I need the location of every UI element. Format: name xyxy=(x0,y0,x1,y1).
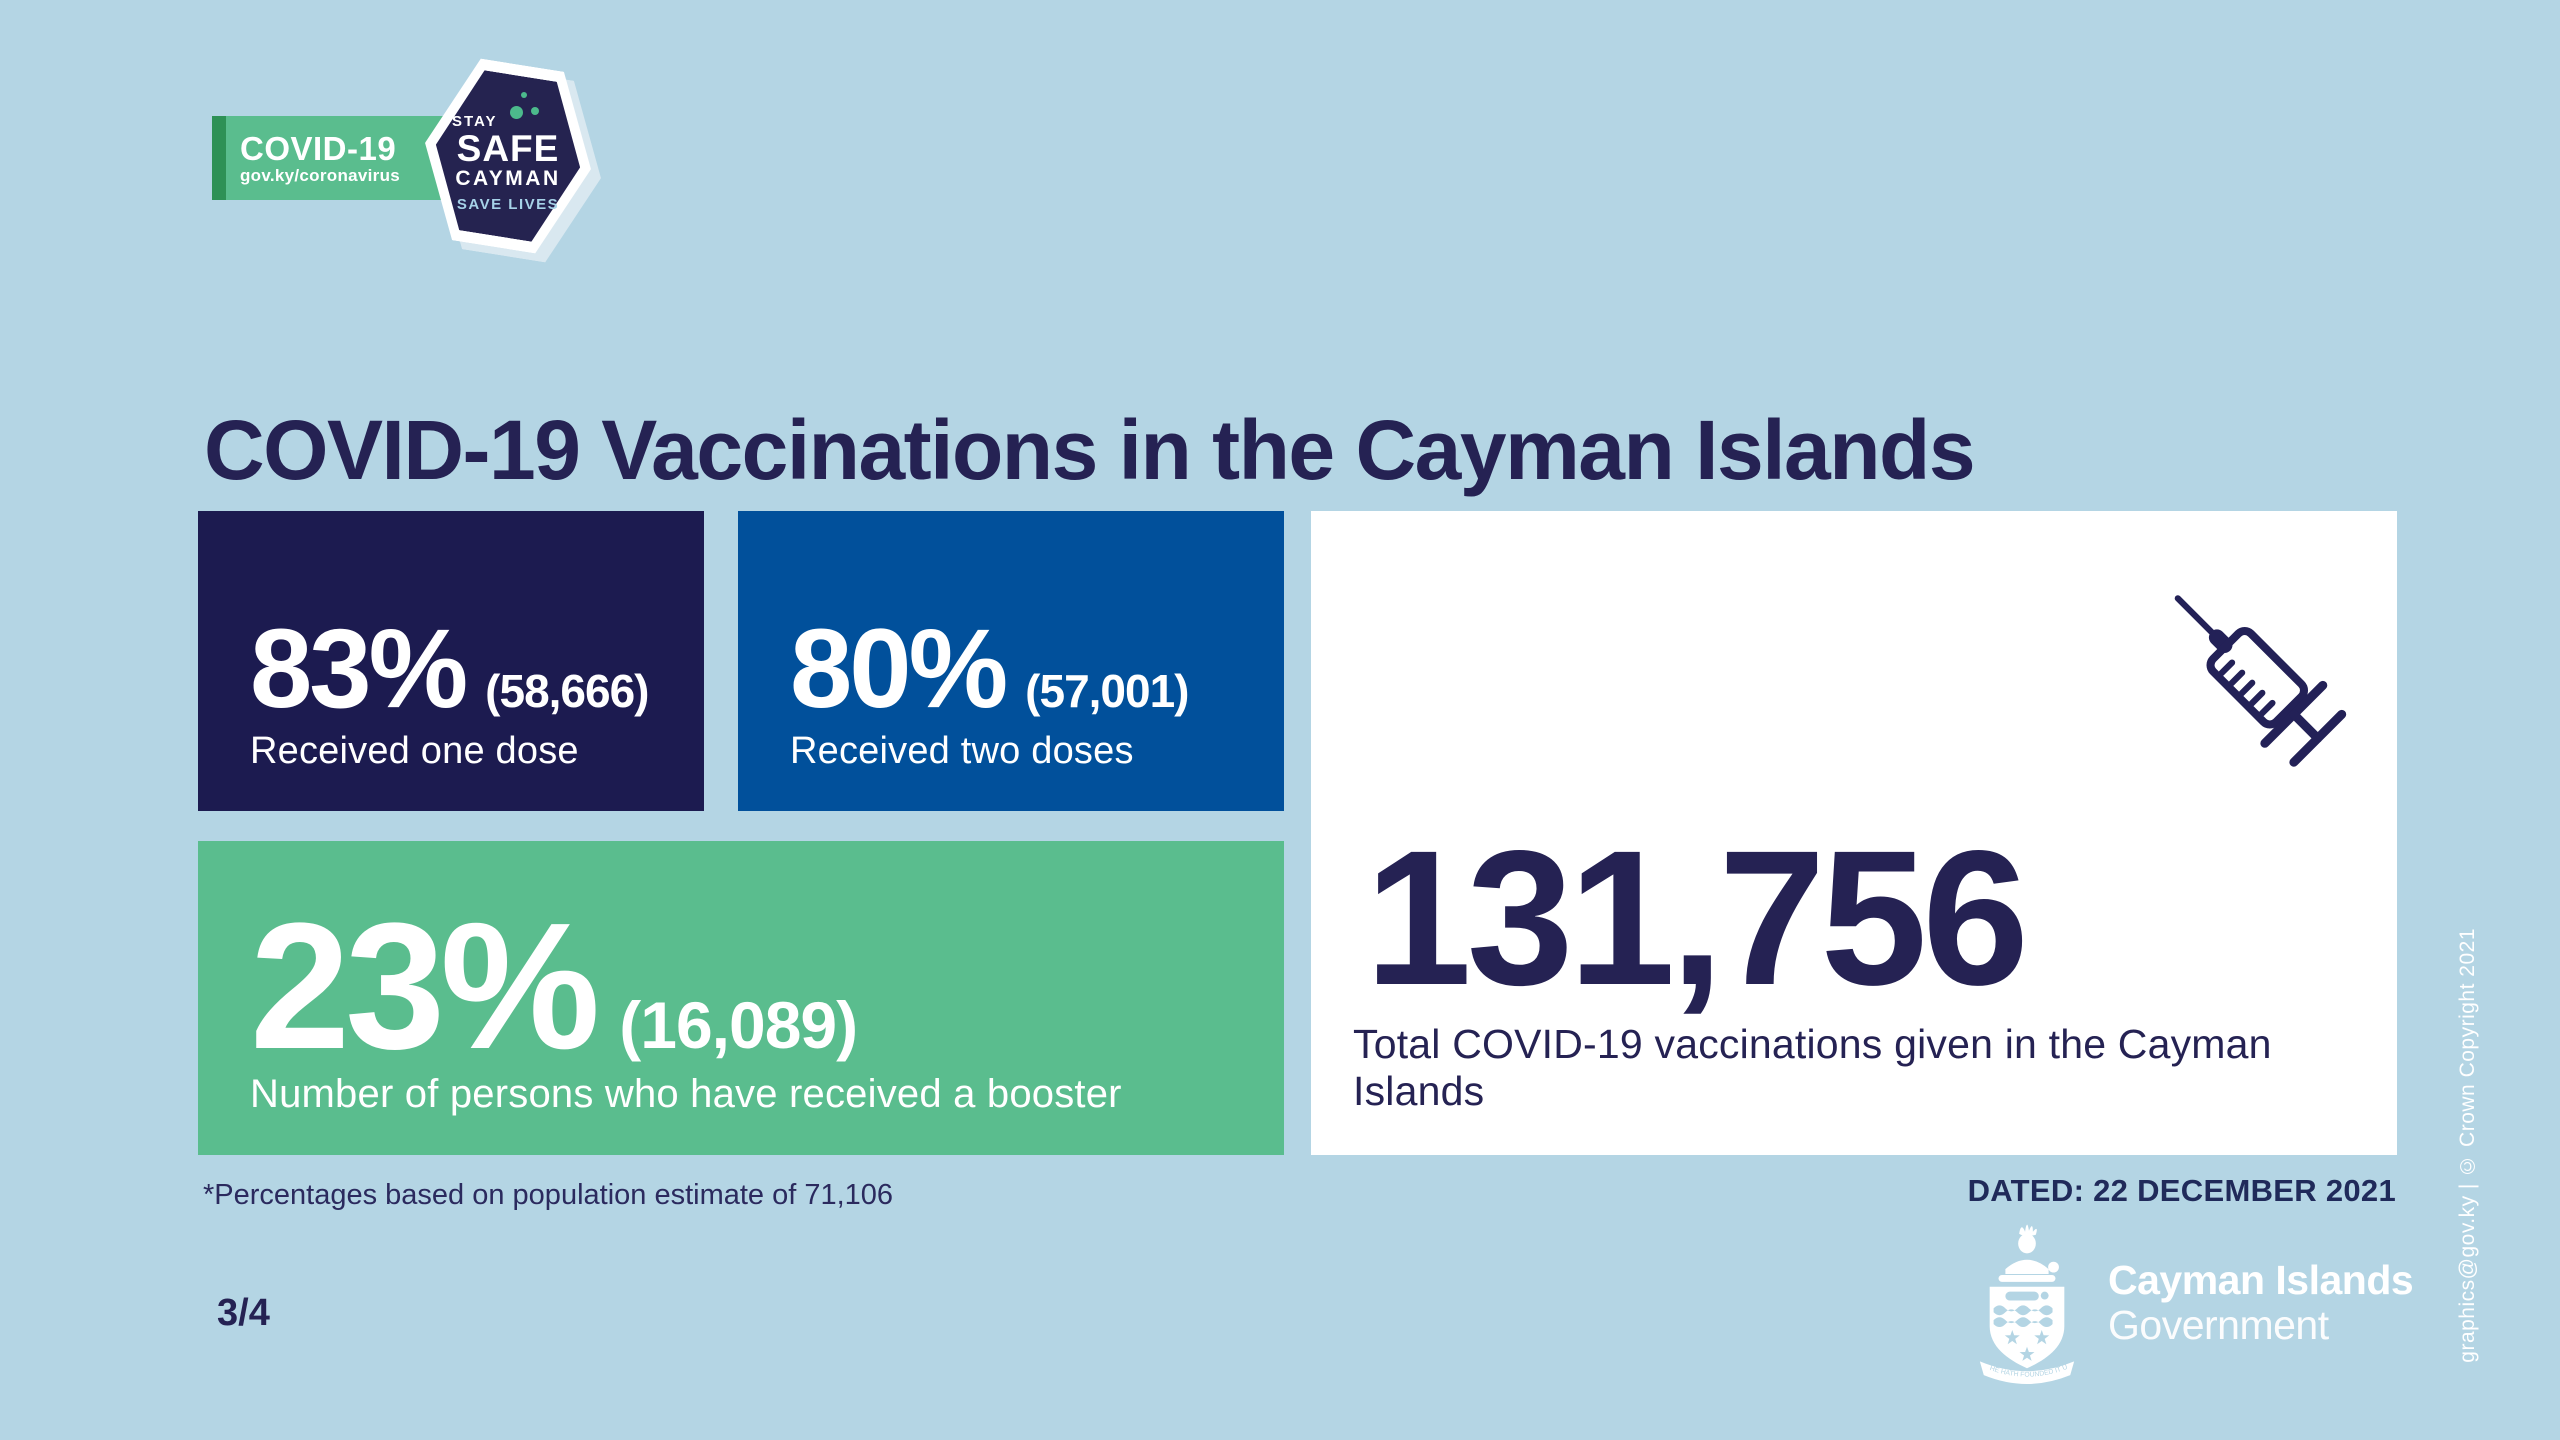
stat-card-booster: 23% (16,089) Number of persons who have … xyxy=(198,841,1284,1155)
bubble-dot-small xyxy=(521,92,527,98)
hexagon-content: STAY SAFE CAYMAN SAVE LIVES xyxy=(424,64,592,248)
government-wordmark: Cayman Islands Government xyxy=(2108,1257,2414,1349)
booster-count: (16,089) xyxy=(619,988,858,1062)
total-vaccinations-label: Total COVID-19 vaccinations given in the… xyxy=(1353,1021,2272,1114)
cayman-coat-of-arms-icon: HE HATH FOUNDED IT UPON THE SEAS xyxy=(1968,1218,2075,1385)
total-vaccinations-card: 131,756 Total COVID-19 vaccinations give… xyxy=(1311,511,2397,1155)
booster-label: Number of persons who have received a bo… xyxy=(250,1072,1122,1116)
page-title: COVID-19 Vaccinations in the Cayman Isla… xyxy=(204,403,1976,498)
badge-cayman: CAYMAN xyxy=(455,167,561,191)
page-indicator: 3/4 xyxy=(217,1292,270,1334)
syringe-icon xyxy=(2136,556,2376,796)
government-name-line1: Cayman Islands xyxy=(2108,1257,2414,1303)
copyright-vertical-text: graphics@gov.ky | © Crown Copyright 2021 xyxy=(2456,928,2479,1363)
badge-save-lives: SAVE LIVES xyxy=(456,195,560,213)
one-dose-percent: 83% xyxy=(250,605,468,731)
population-footnote: *Percentages based on population estimat… xyxy=(203,1179,894,1211)
badge-stay: STAY xyxy=(452,113,498,131)
stat-card-two-doses: 80% (57,001) Received two doses xyxy=(738,511,1284,811)
ribbon-text: COVID-19 gov.ky/coronavirus xyxy=(240,131,400,185)
government-name-line2: Government xyxy=(2108,1302,2329,1349)
two-doses-label: Received two doses xyxy=(790,730,1134,772)
bubble-dot-large xyxy=(510,106,523,119)
two-doses-count: (57,001) xyxy=(1025,664,1189,717)
dated-stamp: DATED: 22 DECEMBER 2021 xyxy=(1967,1173,2396,1208)
government-logo: HE HATH FOUNDED IT UPON THE SEAS Cayman … xyxy=(1968,1218,2414,1385)
ribbon-url: gov.ky/coronavirus xyxy=(240,165,401,185)
ribbon-stripe xyxy=(212,116,226,200)
stat-card-one-dose: 83% (58,666) Received one dose xyxy=(198,511,704,811)
badge-safe: SAFE xyxy=(456,128,560,170)
ribbon-title: COVID-19 xyxy=(240,130,397,167)
two-doses-percent: 80% xyxy=(790,605,1008,731)
stay-safe-cayman-badge: STAY SAFE CAYMAN SAVE LIVES xyxy=(424,64,592,248)
bubble-dot-medium xyxy=(531,107,539,115)
one-dose-count: (58,666) xyxy=(485,664,649,717)
total-vaccinations-value: 131,756 xyxy=(1365,810,2029,1026)
booster-percent: 23% xyxy=(250,886,600,1087)
one-dose-label: Received one dose xyxy=(250,730,579,772)
